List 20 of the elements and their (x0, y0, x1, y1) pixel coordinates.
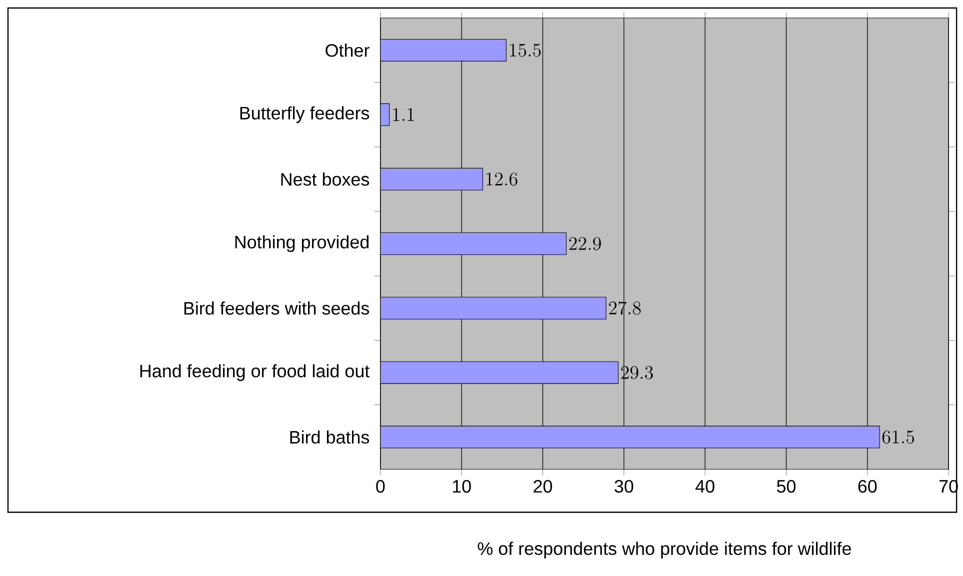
y-tick-label: Hand feeding or food laid out (140, 364, 370, 381)
y-tick-label: Bird feeders with seeds (184, 301, 370, 315)
y-tick-label: Other (326, 44, 370, 57)
x-tick-label: 10 (452, 480, 471, 493)
data-label: 22.9 (569, 237, 601, 250)
data-label: 1 . 1 (393, 108, 414, 121)
x-axis-title: % of respondents who provide items for wildlife (478, 542, 851, 558)
data-label: 12.6 (486, 172, 518, 186)
data-label: 15.5 (510, 44, 541, 57)
y-tick-label: Butterfly feeders (240, 106, 370, 124)
y-tick-label: Bird baths (290, 430, 370, 444)
x-tick-label: 50 (776, 480, 796, 493)
x-tick-label: 20 (534, 480, 552, 493)
x-tick-label: 40 (696, 480, 714, 493)
data-label: 61 .5 (882, 430, 914, 444)
x-tick-label: 60 (858, 480, 877, 493)
x-tick-label: 30 (614, 480, 634, 493)
y-tick-label: Nothing provided (235, 235, 369, 252)
y-tick-label: Nest boxes (281, 172, 370, 186)
x-tick-label: 0 (376, 480, 385, 493)
